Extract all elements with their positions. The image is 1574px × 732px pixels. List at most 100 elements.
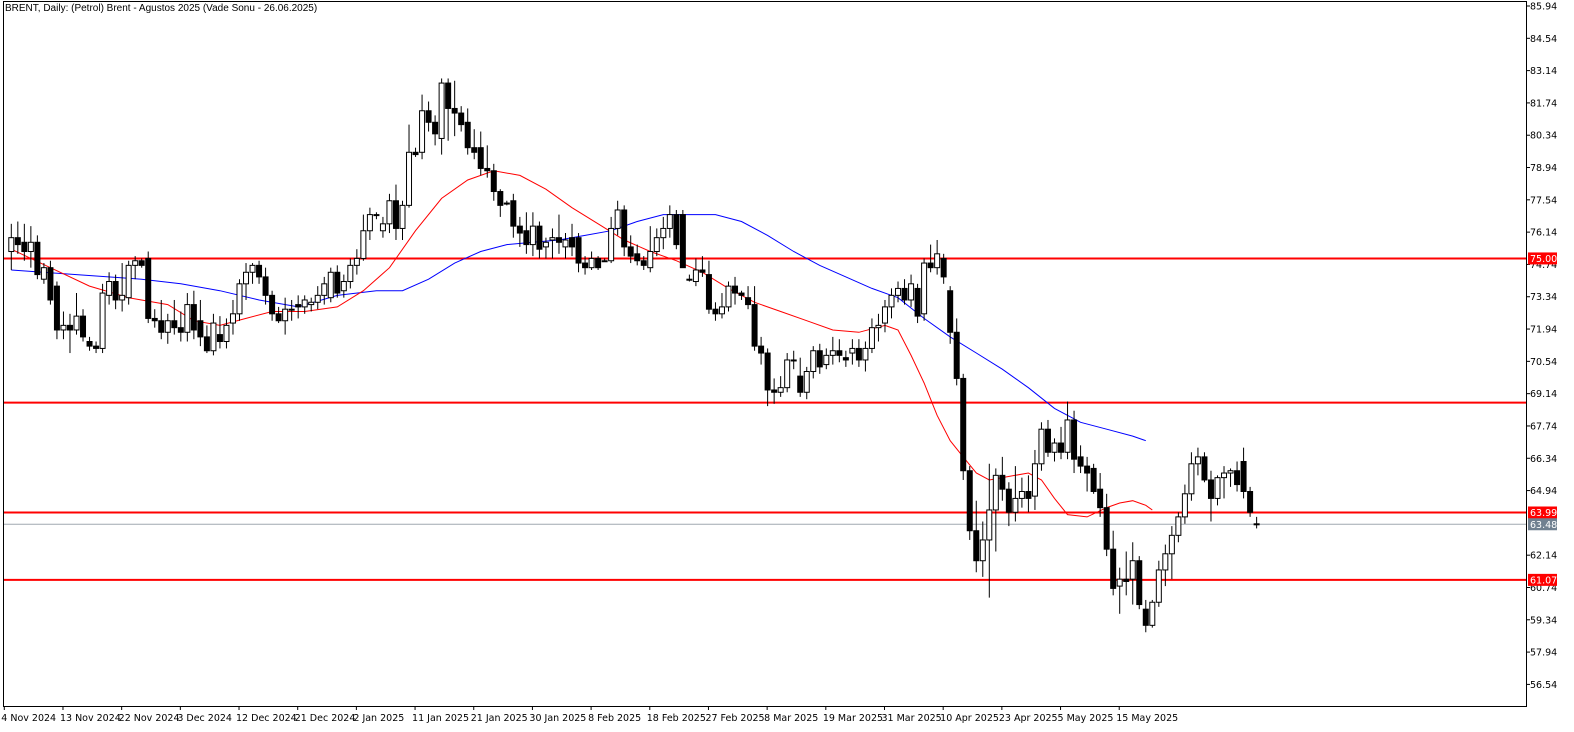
candle[interactable]	[419, 94, 426, 160]
candle[interactable]	[66, 313, 73, 354]
candle[interactable]	[484, 145, 491, 178]
candle[interactable]	[425, 101, 432, 132]
candle[interactable]	[256, 260, 263, 284]
candle[interactable]	[888, 288, 895, 319]
candle[interactable]	[569, 223, 576, 257]
candle[interactable]	[732, 276, 739, 305]
candle[interactable]	[171, 299, 178, 335]
candle[interactable]	[177, 311, 184, 342]
candle[interactable]	[1207, 470, 1214, 522]
candle[interactable]	[673, 209, 680, 250]
candle[interactable]	[34, 235, 41, 280]
candle[interactable]	[1194, 447, 1201, 476]
candle[interactable]	[1188, 452, 1195, 501]
candle[interactable]	[340, 274, 347, 298]
candle[interactable]	[803, 366, 810, 400]
candle[interactable]	[810, 346, 817, 379]
candle[interactable]	[771, 378, 778, 404]
candle[interactable]	[588, 251, 595, 270]
candle[interactable]	[1071, 410, 1078, 474]
candle[interactable]	[490, 163, 497, 201]
candle[interactable]	[184, 293, 191, 342]
candle[interactable]	[855, 339, 862, 367]
candle[interactable]	[914, 283, 921, 324]
candle[interactable]	[575, 233, 582, 273]
candle[interactable]	[790, 350, 797, 370]
candle[interactable]	[992, 468, 999, 552]
candle[interactable]	[229, 299, 236, 335]
candle[interactable]	[438, 78, 445, 155]
candle[interactable]	[164, 313, 171, 344]
candle[interactable]	[295, 295, 302, 319]
candle[interactable]	[477, 131, 484, 176]
candle[interactable]	[986, 463, 993, 598]
candle[interactable]	[1005, 482, 1012, 527]
candle[interactable]	[1253, 516, 1260, 529]
candle[interactable]	[334, 265, 341, 298]
candle[interactable]	[314, 286, 321, 310]
candle[interactable]	[1090, 463, 1097, 494]
candle[interactable]	[1064, 401, 1071, 460]
candle[interactable]	[1129, 542, 1136, 605]
candle[interactable]	[510, 193, 517, 238]
candle[interactable]	[73, 293, 80, 335]
candle[interactable]	[503, 200, 510, 206]
candle[interactable]	[562, 233, 569, 259]
candle[interactable]	[542, 237, 549, 259]
candle[interactable]	[1025, 475, 1032, 513]
candle[interactable]	[269, 290, 276, 321]
candle[interactable]	[275, 306, 282, 324]
candle[interactable]	[21, 223, 28, 261]
candle[interactable]	[53, 281, 60, 340]
candle[interactable]	[627, 235, 634, 264]
candle[interactable]	[223, 318, 230, 349]
candle[interactable]	[836, 339, 843, 363]
candle[interactable]	[784, 353, 791, 393]
candle[interactable]	[158, 299, 165, 340]
candle[interactable]	[679, 209, 686, 269]
candle[interactable]	[1018, 477, 1025, 508]
candle[interactable]	[953, 318, 960, 386]
candle[interactable]	[112, 274, 119, 310]
candle[interactable]	[60, 311, 67, 340]
candle[interactable]	[608, 216, 615, 264]
candle[interactable]	[1162, 544, 1169, 587]
candle[interactable]	[966, 466, 973, 540]
candle[interactable]	[1181, 484, 1188, 524]
candle[interactable]	[549, 228, 556, 259]
candle[interactable]	[640, 256, 647, 270]
candle[interactable]	[751, 286, 758, 351]
candle[interactable]	[614, 200, 621, 236]
candle[interactable]	[1149, 599, 1156, 628]
candle[interactable]	[138, 258, 145, 268]
candle[interactable]	[1012, 466, 1019, 522]
candle[interactable]	[125, 260, 132, 305]
candle[interactable]	[523, 212, 530, 254]
candle[interactable]	[1136, 556, 1143, 610]
candle[interactable]	[288, 299, 295, 321]
candle[interactable]	[973, 500, 980, 573]
candle[interactable]	[705, 260, 712, 314]
candle[interactable]	[80, 309, 87, 342]
candle[interactable]	[712, 302, 719, 321]
candle[interactable]	[868, 318, 875, 354]
candle[interactable]	[14, 221, 21, 254]
candle[interactable]	[406, 124, 413, 208]
candle[interactable]	[151, 309, 158, 328]
candle[interactable]	[308, 297, 315, 312]
candle[interactable]	[8, 223, 15, 270]
candle[interactable]	[908, 274, 915, 307]
candle[interactable]	[718, 293, 725, 319]
candle[interactable]	[432, 115, 439, 146]
candle[interactable]	[321, 276, 328, 305]
candle[interactable]	[595, 256, 602, 270]
candle[interactable]	[1214, 475, 1221, 506]
candle[interactable]	[516, 216, 523, 247]
candle[interactable]	[203, 325, 210, 354]
candle[interactable]	[1155, 560, 1162, 607]
candle[interactable]	[86, 336, 93, 351]
candle[interactable]	[1123, 551, 1130, 596]
candle[interactable]	[666, 205, 673, 238]
candle[interactable]	[1044, 419, 1051, 457]
